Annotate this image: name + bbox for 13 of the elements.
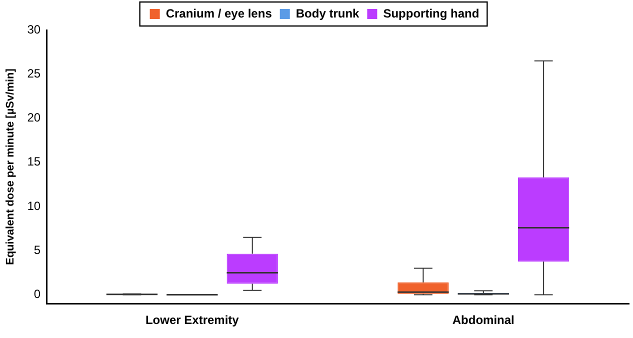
y-tick-label: 10: [27, 198, 41, 213]
legend-label: Body trunk: [296, 6, 360, 20]
legend-label: Cranium / eye lens: [166, 6, 272, 20]
legend-label: Supporting hand: [383, 6, 480, 20]
y-tick-label: 15: [27, 154, 41, 169]
y-tick-label: 0: [34, 287, 41, 302]
y-tick-label: 25: [27, 66, 41, 80]
x-tick-label: Lower Extremity: [145, 313, 240, 328]
y-tick-label: 20: [27, 110, 41, 125]
x-tick-label: Abdominal: [452, 313, 514, 328]
y-axis-title: Equivalent dose per minute [µSv/min]: [4, 68, 17, 266]
y-tick-label: 5: [34, 242, 41, 257]
y-tick-label: 30: [27, 22, 41, 36]
